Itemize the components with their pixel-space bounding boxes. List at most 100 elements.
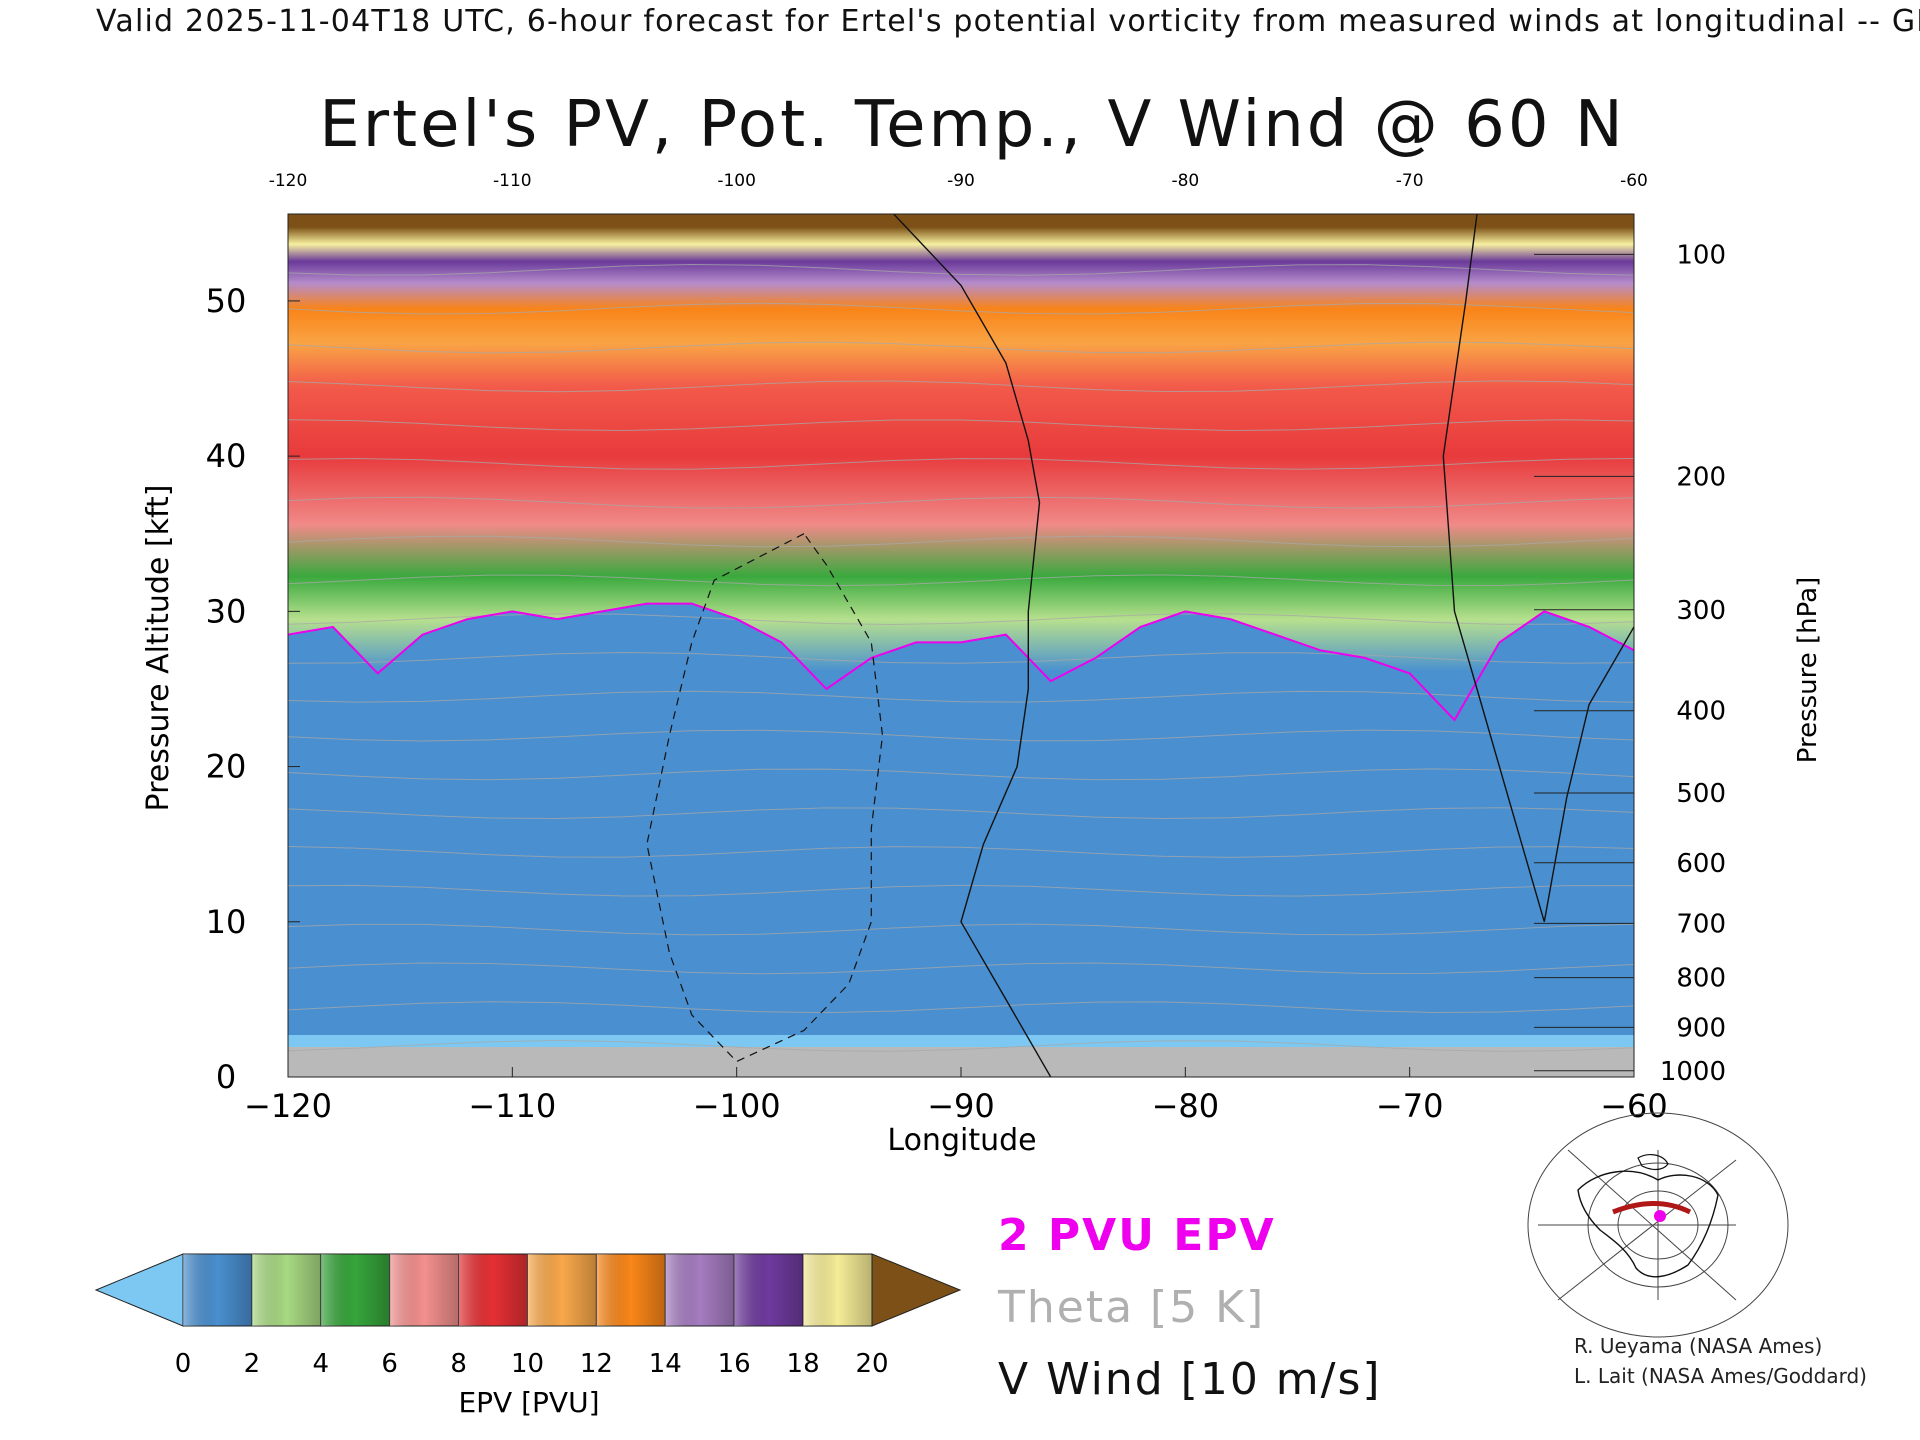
- colorbar-tick-label: 4: [313, 1349, 330, 1379]
- colorbar-label: EPV [PVU]: [458, 1386, 599, 1419]
- colorbar-tick-label: 12: [580, 1349, 613, 1379]
- chart-title: Ertel's PV, Pot. Temp., V Wind @ 60 N: [319, 88, 1626, 162]
- theta-contour-line: [288, 1039, 1634, 1052]
- x-tick-label: −100: [693, 1087, 781, 1125]
- theta-contour-line: [288, 419, 1634, 432]
- theta-contour-line: [288, 923, 1634, 936]
- theta-contour-line: [288, 496, 1634, 509]
- colorbar-tick-label: 16: [718, 1349, 751, 1379]
- y-axis-label: Pressure Altitude [kft]: [141, 485, 176, 812]
- colorbar-low-arrow: [94, 1253, 184, 1327]
- theta-contour-line: [288, 302, 1634, 315]
- pressure-tick-label: 900: [1676, 1013, 1726, 1043]
- pressure-tick-label: 700: [1676, 909, 1726, 939]
- theta-contour-line: [288, 341, 1634, 354]
- colorbar-bin-shade: [734, 1254, 804, 1326]
- x-tick-label: −90: [927, 1087, 995, 1125]
- pressure-tick-label: 400: [1676, 697, 1726, 727]
- pressure-tick-label: 800: [1676, 964, 1726, 994]
- colorbar-tick-label: 20: [855, 1349, 888, 1379]
- theta-contour-line: [288, 457, 1634, 470]
- x-axis: −120 −110 −100 −90 −80 −70 −60: [244, 1067, 1668, 1125]
- theta-contour-line: [288, 962, 1634, 975]
- theta-contour-line: [288, 651, 1634, 664]
- y-tick-label: 30: [206, 592, 247, 630]
- theta-contour-line: [288, 613, 1634, 626]
- theta-contour-line: [288, 846, 1634, 858]
- y-tick-label: 40: [206, 437, 247, 475]
- theta-contour-line: [288, 1001, 1634, 1014]
- pressure-axis: 100 200 300 400 500 600 700 800 900 1000: [1534, 240, 1726, 1087]
- theta-contour-line: [288, 574, 1634, 587]
- theta-contour-line: [288, 535, 1634, 548]
- colorbar-high-arrow: [871, 1253, 962, 1327]
- theta-contour-line: [288, 768, 1634, 781]
- pressure-tick-label: 200: [1676, 462, 1726, 492]
- colorbar-bin-shade: [389, 1254, 459, 1326]
- troposphere-fill: [288, 603, 1634, 1047]
- colorbar-bin-shade: [803, 1254, 872, 1326]
- legend-theta: Theta [5 K]: [998, 1282, 1266, 1333]
- theta-contour-line: [288, 380, 1634, 393]
- colorbar-bin-shade: [458, 1254, 528, 1326]
- surface-low-pv: [288, 1035, 1634, 1047]
- x-top-tick-label: -60: [1620, 171, 1648, 191]
- x-axis-top: -120 -110 -100 -90 -80 -70 -60: [269, 171, 1648, 191]
- x-top-tick-label: -80: [1171, 171, 1199, 191]
- pressure-tick-label: 600: [1676, 849, 1726, 879]
- colorbar-tick-label: 6: [381, 1349, 398, 1379]
- pressure-tick-label: 300: [1676, 596, 1726, 626]
- pressure-axis-label: Pressure [hPa]: [1793, 577, 1823, 764]
- legend-vwind: V Wind [10 m/s]: [998, 1354, 1382, 1405]
- colorbar-tick-label: 18: [787, 1349, 820, 1379]
- x-tick-label: −60: [1600, 1087, 1668, 1125]
- theta-contour-line: [288, 690, 1634, 703]
- theta-contour-line: [288, 884, 1634, 897]
- colorbar-bin-shade: [320, 1254, 390, 1326]
- x-top-tick-label: -120: [269, 171, 308, 191]
- colorbar-bin-shade: [596, 1254, 666, 1326]
- theta-contour-line: [288, 729, 1634, 742]
- credit-line-2: L. Lait (NASA Ames/Goddard): [1574, 1364, 1867, 1388]
- pv-2pvu-contour: [288, 602, 1634, 722]
- legend-2pvu: 2 PVU EPV: [998, 1210, 1276, 1261]
- pressure-tick-label: 1000: [1660, 1057, 1726, 1087]
- pressure-tick-label: 500: [1676, 779, 1726, 809]
- colorbar-bin-shade: [251, 1254, 321, 1326]
- y-tick-label: 0: [216, 1058, 236, 1096]
- colorbar-bin-shade: [527, 1254, 597, 1326]
- theta-contours: [288, 263, 1634, 1052]
- x-tick-label: −110: [468, 1087, 556, 1125]
- x-tick-label: −80: [1152, 1087, 1220, 1125]
- credit-line-1: R. Ueyama (NASA Ames): [1574, 1334, 1823, 1358]
- section-line: [1612, 1201, 1692, 1215]
- colorbar-tick-label: 2: [244, 1349, 261, 1379]
- x-top-tick-label: -110: [493, 171, 532, 191]
- inset-map: [1527, 1112, 1789, 1338]
- epv-colorbar: 0 2 4 6 8 10 12 14 16 18 20: [94, 1253, 962, 1379]
- y-axis: 0 10 20 30 40 50: [206, 282, 300, 1096]
- y-tick-label: 20: [206, 748, 247, 786]
- v-wind-contour-negative: [646, 533, 884, 1063]
- colorbar-tick-label: 14: [649, 1349, 682, 1379]
- colorbar-bin-shade: [183, 1254, 252, 1326]
- x-top-tick-label: -90: [947, 171, 975, 191]
- colorbar-bin-shade: [665, 1254, 735, 1326]
- x-axis-label: Longitude: [887, 1123, 1036, 1158]
- x-tick-label: −120: [244, 1087, 332, 1125]
- colorbar-tick-label: 0: [175, 1349, 192, 1379]
- y-tick-label: 10: [206, 903, 247, 941]
- inset-marker: [1654, 1210, 1666, 1222]
- y-tick-label: 50: [206, 282, 247, 320]
- pressure-tick-label: 100: [1676, 240, 1726, 270]
- colorbar-tick-label: 10: [511, 1349, 544, 1379]
- theta-contour-line: [288, 263, 1634, 276]
- x-top-tick-label: -70: [1396, 171, 1424, 191]
- colorbar-tick-label: 8: [450, 1349, 467, 1379]
- v-wind-contour: [1442, 214, 1634, 922]
- forecast-banner: Valid 2025-11-04T18 UTC, 6-hour forecast…: [96, 4, 1920, 39]
- x-top-tick-label: -100: [717, 171, 756, 191]
- x-tick-label: −70: [1376, 1087, 1444, 1125]
- theta-contour-line: [288, 807, 1634, 820]
